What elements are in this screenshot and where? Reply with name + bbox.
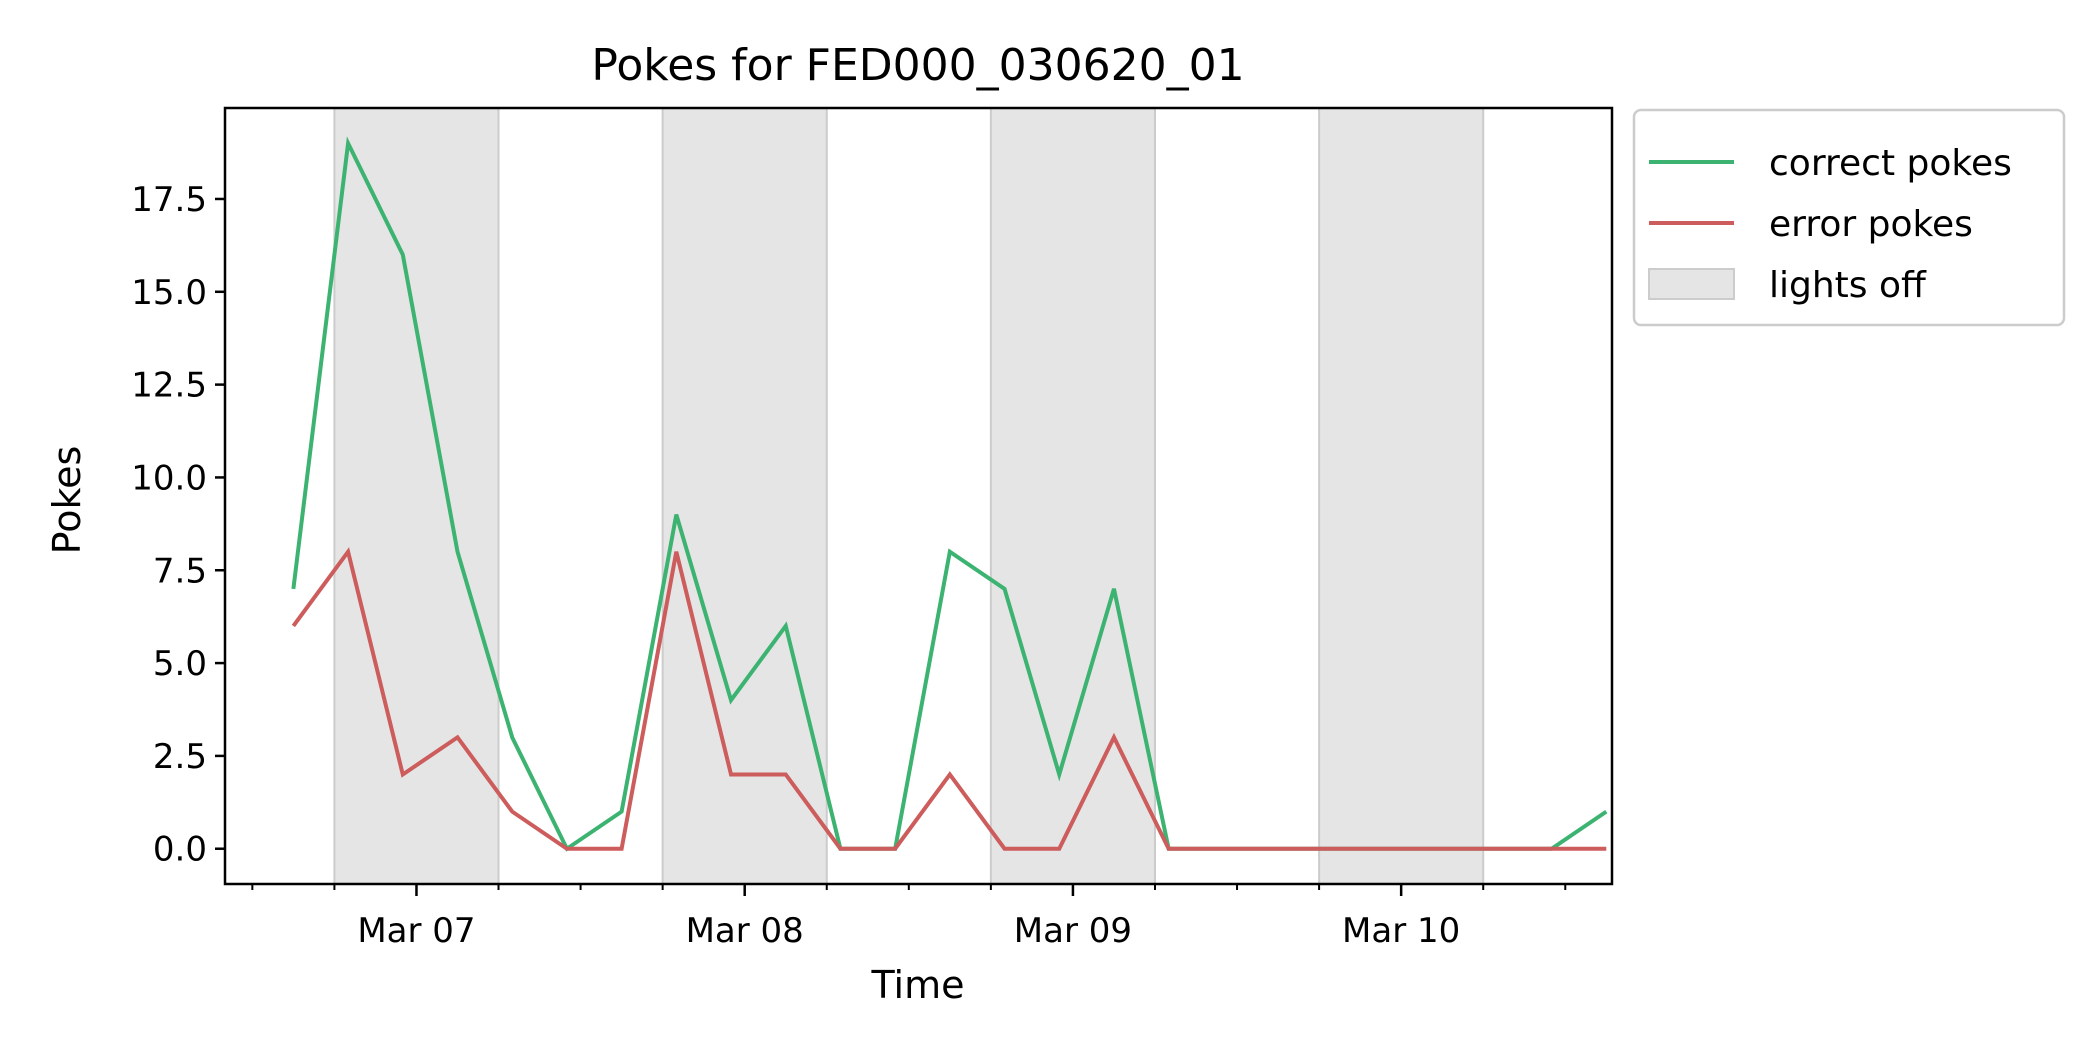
legend: correct pokes error pokes lights off bbox=[1632, 108, 2066, 327]
chart-title: Pokes for FED000_030620_01 bbox=[591, 40, 1244, 91]
legend-label-error-pokes: error pokes bbox=[1769, 204, 1973, 245]
y-axis-label: Pokes bbox=[45, 446, 89, 555]
lights-off-region-2 bbox=[661, 107, 828, 885]
x-tick-label: Mar 10 bbox=[1342, 911, 1460, 951]
x-tick-label: Mar 09 bbox=[1014, 911, 1132, 951]
y-tick-label: 17.5 bbox=[131, 180, 207, 220]
series-line-error-pokes bbox=[291, 547, 1607, 851]
y-tick-label: 12.5 bbox=[131, 366, 207, 406]
lights-off-region-3 bbox=[989, 107, 1156, 885]
y-tick-label: 10.0 bbox=[131, 458, 207, 498]
legend-label-correct-pokes: correct pokes bbox=[1769, 143, 2012, 184]
x-tick-label: Mar 08 bbox=[686, 911, 804, 951]
y-tick-label: 0.0 bbox=[153, 830, 207, 870]
y-tick-label: 7.5 bbox=[153, 551, 207, 591]
legend-label-lights-off: lights off bbox=[1769, 265, 1927, 306]
lights-off-region-4 bbox=[1318, 107, 1485, 885]
x-axis-label: Time bbox=[871, 963, 965, 1007]
plot-frame bbox=[223, 106, 1614, 886]
legend-swatch-lights-off bbox=[1648, 268, 1735, 300]
x-tick-label: Mar 07 bbox=[357, 911, 475, 951]
y-tick-label: 5.0 bbox=[153, 644, 207, 684]
y-tick-label: 15.0 bbox=[131, 273, 207, 313]
plot-area: 0.0 2.5 5.0 7.5 10.0 12.5 15.0 17.5 Mar 07 Mar 08… bbox=[131, 106, 1614, 951]
legend-box bbox=[1632, 108, 2066, 327]
y-tick-label: 2.5 bbox=[153, 737, 207, 777]
